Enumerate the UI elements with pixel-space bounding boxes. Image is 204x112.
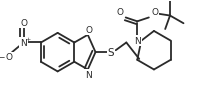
Text: S: S [107,48,114,58]
Text: N: N [20,39,27,48]
Text: −: − [0,53,5,62]
Text: O: O [6,53,13,62]
Text: O: O [85,26,92,35]
Text: O: O [116,8,123,17]
Text: N: N [133,37,140,46]
Text: O: O [20,19,27,28]
Text: N: N [85,70,92,79]
Text: +: + [26,37,31,42]
Text: O: O [150,8,157,17]
